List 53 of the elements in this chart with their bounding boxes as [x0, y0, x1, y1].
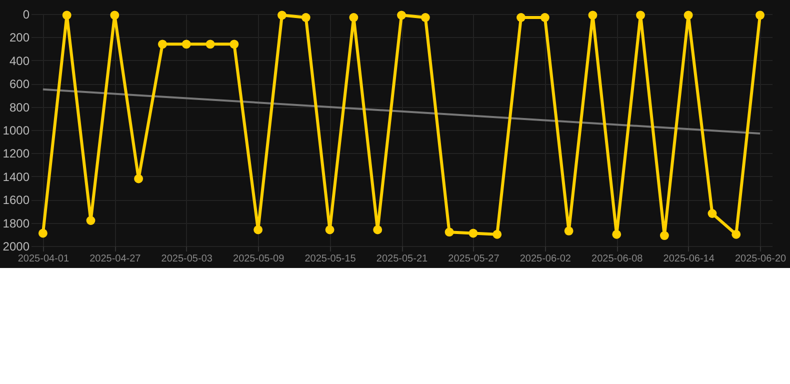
point: [732, 230, 741, 239]
point: [158, 40, 167, 49]
x-tick-label: 2025-04-27: [90, 254, 142, 264]
point: [325, 225, 334, 234]
point: [636, 10, 646, 20]
point: [134, 174, 144, 184]
point: [420, 13, 430, 22]
point: [756, 10, 765, 20]
y-tick-label: 1800: [2, 216, 30, 230]
point: [684, 10, 693, 20]
y-tick-label: 400: [9, 54, 30, 68]
point: [373, 225, 382, 234]
x-tick-label: 2025-04-01: [18, 254, 70, 264]
point: [349, 13, 358, 22]
point: [110, 10, 120, 20]
y-tick-label: 1600: [2, 193, 30, 208]
x-tick-label: 2025-06-02: [520, 254, 572, 264]
y-tick-label: 1200: [2, 146, 30, 161]
y-tick-label: 800: [9, 100, 30, 114]
point: [206, 40, 215, 49]
point: [540, 13, 550, 22]
point: [86, 216, 96, 225]
y-tick-label: 1000: [2, 124, 30, 138]
x-tick-label: 2025-05-21: [376, 254, 428, 264]
x-tick-label: 2025-05-27: [448, 254, 500, 264]
y-tick-label: 200: [9, 30, 30, 45]
y-tick-label: 0: [22, 8, 30, 22]
point: [230, 40, 239, 49]
point: [278, 10, 286, 20]
x-tick-label: 2025-05-15: [304, 254, 356, 264]
point: [468, 228, 478, 238]
x-tick-label: 2025-05-09: [233, 254, 285, 264]
point: [708, 209, 717, 218]
y-tick-label: 1400: [2, 170, 30, 184]
point: [516, 13, 526, 22]
point: [301, 13, 310, 22]
x-tick-label: 2025-05-03: [161, 254, 213, 264]
point: [397, 10, 406, 20]
point: [62, 10, 72, 20]
point: [182, 40, 191, 49]
point: [254, 225, 263, 234]
point: [492, 230, 502, 239]
point: [564, 226, 574, 236]
point: [612, 230, 622, 239]
y-tick-label: 2000: [2, 240, 30, 254]
point: [588, 10, 598, 20]
x-tick-label: 2025-06-14: [663, 254, 715, 264]
point: [38, 228, 48, 238]
point: [660, 231, 669, 240]
point: [444, 228, 454, 237]
x-tick-label: 2025-06-08: [592, 254, 644, 264]
x-tick-label: 2025-06-20: [734, 254, 787, 264]
y-tick-label: 600: [9, 77, 30, 92]
